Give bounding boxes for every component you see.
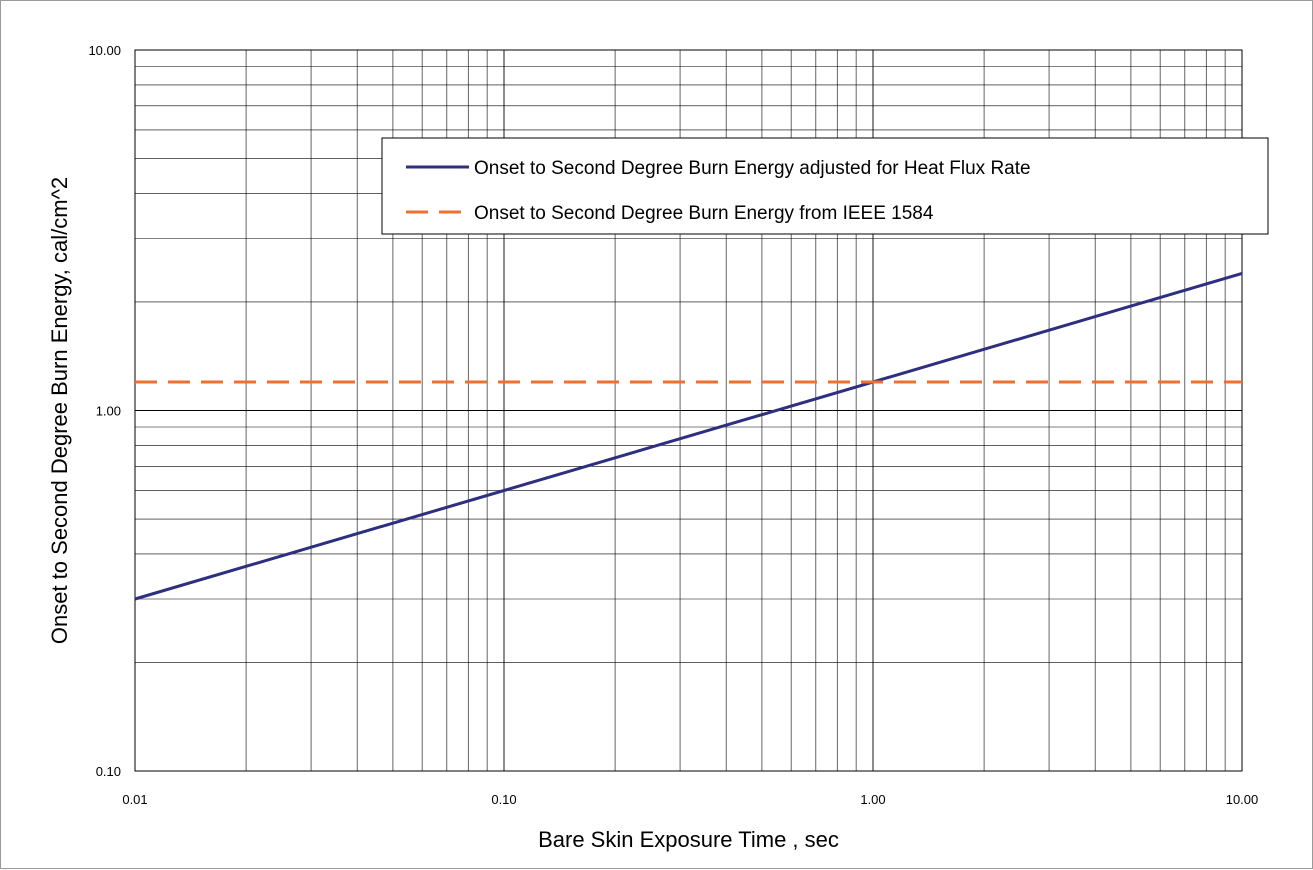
legend: Onset to Second Degree Burn Energy adjus… <box>381 137 1269 235</box>
x-tick-label: 0.10 <box>491 792 516 807</box>
x-axis-title: Bare Skin Exposure Time , sec <box>538 827 839 852</box>
legend-box <box>381 137 1269 235</box>
y-tick-label: 1.00 <box>96 404 121 419</box>
x-tick-label: 10.00 <box>1226 792 1259 807</box>
x-tick-label: 1.00 <box>860 792 885 807</box>
legend-label-adjusted: Onset to Second Degree Burn Energy adjus… <box>474 158 1031 179</box>
series-line-adjusted <box>134 271 1243 601</box>
y-tick-label: 10.00 <box>88 43 121 58</box>
series-layer <box>134 271 1243 601</box>
y-axis-title: Onset to Second Degree Burn Energy, cal/… <box>47 177 72 644</box>
plot-area-border <box>134 49 1243 772</box>
x-tick-label: 0.01 <box>122 792 147 807</box>
legend-label-ieee: Onset to Second Degree Burn Energy from … <box>474 203 934 224</box>
y-tick-label: 0.10 <box>96 764 121 779</box>
